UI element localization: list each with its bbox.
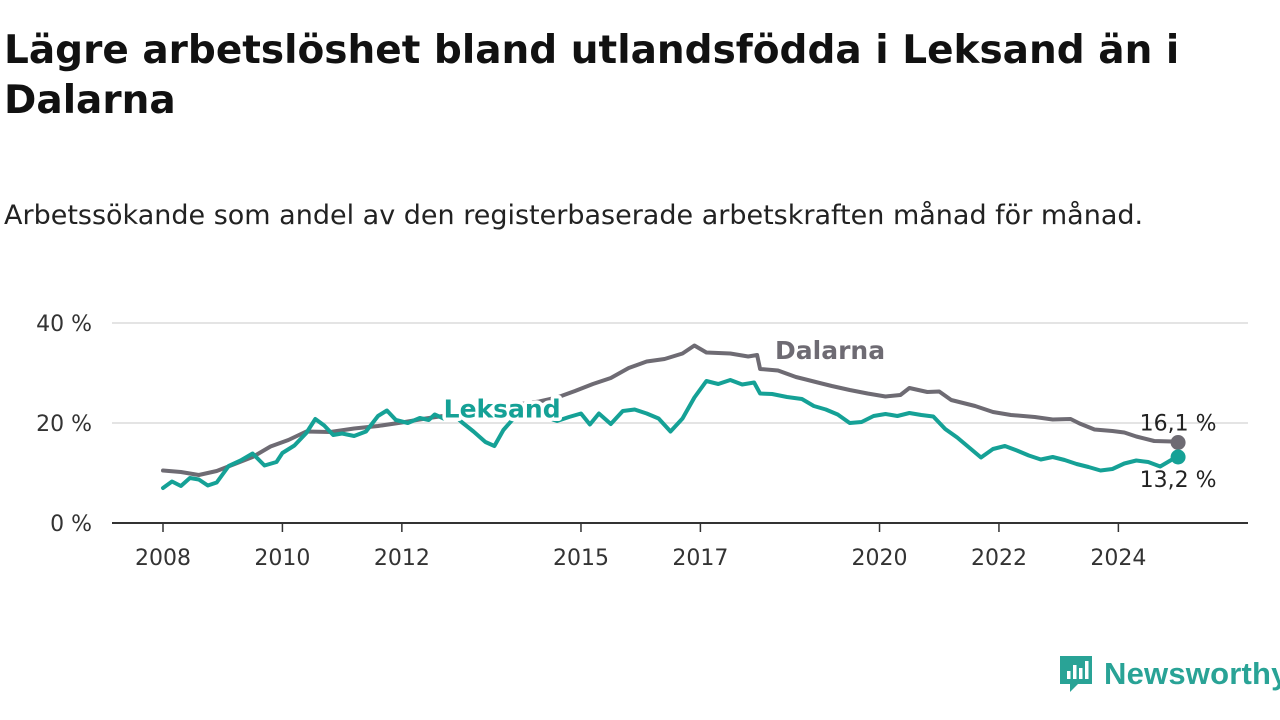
series-line-dalarna bbox=[161, 343, 1181, 477]
series-line-leksand bbox=[161, 378, 1181, 490]
series-name-label-leksand: Leksand bbox=[444, 395, 561, 424]
brand-name: Newsworthy bbox=[1104, 656, 1280, 691]
series-name-halo-leksand: Leksand bbox=[444, 395, 561, 424]
x-tick-label: 2015 bbox=[553, 546, 609, 571]
x-tick-label: 2022 bbox=[971, 546, 1027, 571]
chart-subtitle: Arbetssökande som andel av den registerb… bbox=[4, 200, 1144, 231]
end-value-label-dalarna: 16,1 % bbox=[1140, 412, 1217, 437]
x-tick-label: 2008 bbox=[135, 546, 191, 571]
series-layer bbox=[161, 343, 1186, 490]
series-name-halo-dalarna: Dalarna bbox=[775, 336, 885, 365]
series-endpoint-leksand bbox=[1170, 449, 1186, 465]
axis-layer: 0 % 20 % 40 % 2008 2010 2012 2015 2017 2020 2022 2… bbox=[36, 312, 1248, 571]
grid-layer bbox=[112, 322, 1248, 424]
end-value-label-leksand: 13,2 % bbox=[1140, 468, 1217, 493]
x-tick-label: 2024 bbox=[1090, 546, 1146, 571]
line-chart: 0 % 20 % 40 % 2008 2010 2012 2015 2017 2020 2022 2… bbox=[36, 312, 1248, 571]
y-tick-label: 20 % bbox=[36, 412, 92, 437]
chart-title: Lägre arbetslöshet bland utlandsfödda i … bbox=[4, 28, 1180, 123]
y-tick-label: 0 % bbox=[50, 512, 92, 537]
newsworthy-logo-icon bbox=[1060, 656, 1092, 692]
x-tick-label: 2010 bbox=[254, 546, 310, 571]
x-tick-label: 2012 bbox=[374, 546, 430, 571]
y-tick-label: 40 % bbox=[36, 312, 92, 337]
x-tick-label: 2020 bbox=[852, 546, 908, 571]
brand-logo[interactable]: Newsworthy bbox=[1058, 654, 1280, 694]
x-tick-label: 2017 bbox=[672, 546, 728, 571]
series-name-label-dalarna: Dalarna bbox=[775, 336, 885, 365]
series-endpoint-dalarna bbox=[1170, 435, 1186, 450]
